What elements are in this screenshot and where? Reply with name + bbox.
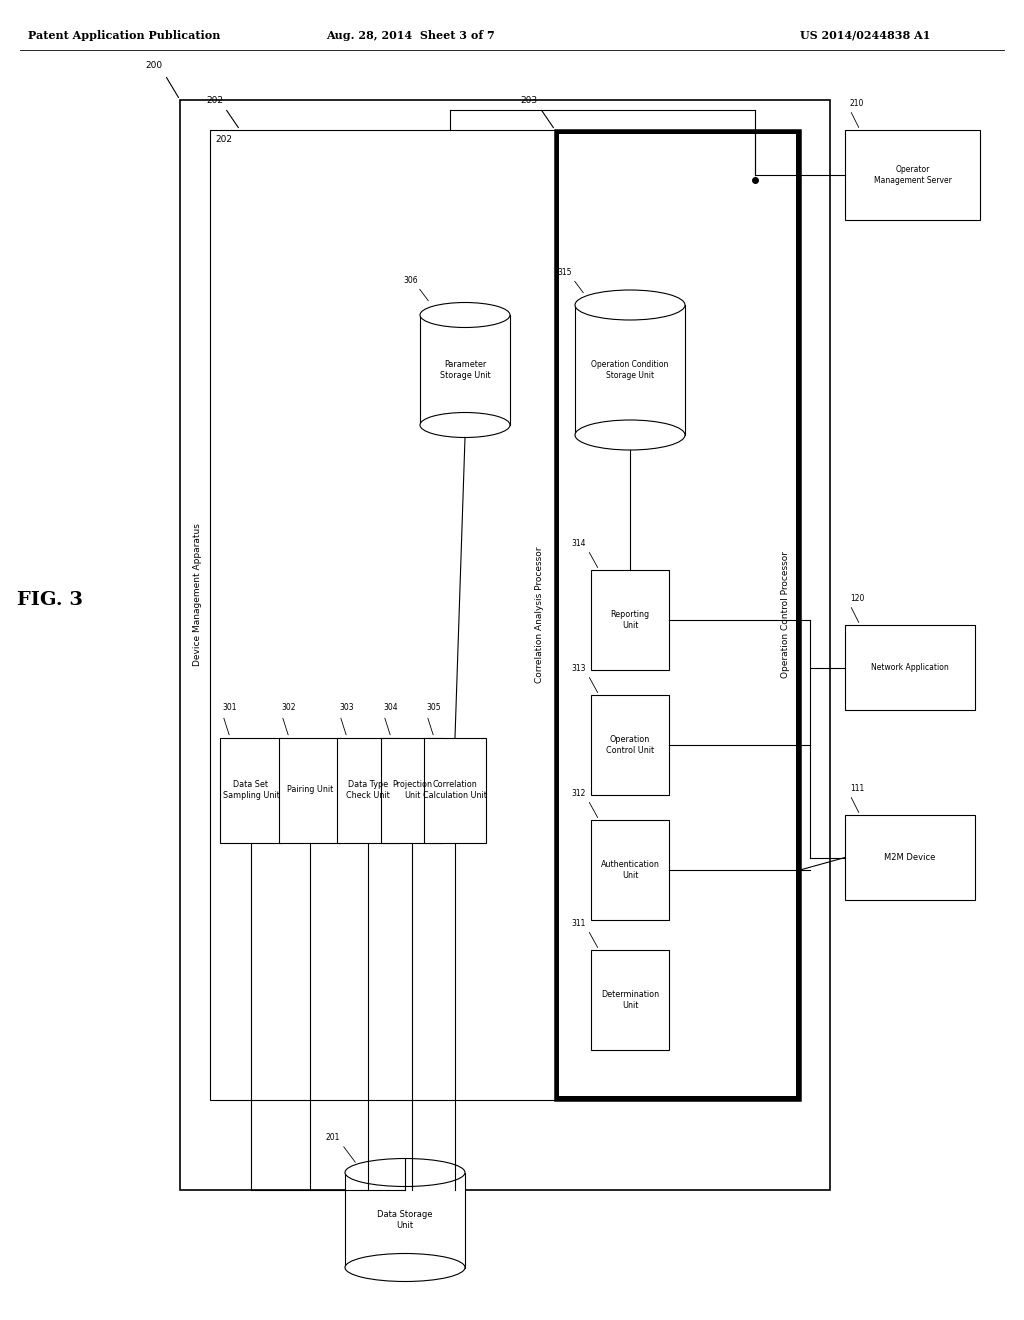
FancyBboxPatch shape <box>210 129 555 1100</box>
FancyBboxPatch shape <box>180 100 830 1191</box>
FancyBboxPatch shape <box>575 305 685 436</box>
FancyBboxPatch shape <box>845 624 975 710</box>
Text: 311: 311 <box>571 919 586 928</box>
FancyBboxPatch shape <box>279 738 341 842</box>
Text: Operation
Control Unit: Operation Control Unit <box>606 735 654 755</box>
Text: Parameter
Storage Unit: Parameter Storage Unit <box>439 360 490 380</box>
Text: 315: 315 <box>557 268 572 277</box>
Text: 210: 210 <box>850 99 864 108</box>
FancyBboxPatch shape <box>591 950 669 1049</box>
Text: 303: 303 <box>339 704 353 713</box>
FancyBboxPatch shape <box>591 820 669 920</box>
Text: Data Type
Check Unit: Data Type Check Unit <box>346 780 390 800</box>
Text: Aug. 28, 2014  Sheet 3 of 7: Aug. 28, 2014 Sheet 3 of 7 <box>326 30 495 41</box>
Text: Patent Application Publication: Patent Application Publication <box>28 30 220 41</box>
FancyBboxPatch shape <box>420 315 510 425</box>
Text: M2M Device: M2M Device <box>885 853 936 862</box>
Text: Operator
Management Server: Operator Management Server <box>873 165 951 185</box>
Text: Data Storage
Unit: Data Storage Unit <box>377 1210 433 1230</box>
FancyBboxPatch shape <box>591 696 669 795</box>
Ellipse shape <box>575 290 685 319</box>
Text: 314: 314 <box>571 539 586 548</box>
Text: 111: 111 <box>850 784 864 793</box>
Text: 200: 200 <box>144 61 162 70</box>
Text: Operation Condition
Storage Unit: Operation Condition Storage Unit <box>591 360 669 380</box>
FancyBboxPatch shape <box>337 738 399 842</box>
Text: 301: 301 <box>222 704 237 713</box>
Text: 304: 304 <box>383 704 397 713</box>
Text: 203: 203 <box>520 96 537 106</box>
Text: Device Management Apparatus: Device Management Apparatus <box>194 524 203 667</box>
Ellipse shape <box>420 413 510 437</box>
Text: 313: 313 <box>571 664 586 673</box>
Text: 312: 312 <box>571 789 586 799</box>
FancyBboxPatch shape <box>220 738 282 842</box>
Text: 202: 202 <box>206 96 223 106</box>
Text: Correlation Analysis Processor: Correlation Analysis Processor <box>536 546 545 684</box>
FancyBboxPatch shape <box>381 738 443 842</box>
FancyBboxPatch shape <box>424 738 486 842</box>
FancyBboxPatch shape <box>555 129 800 1100</box>
Text: 120: 120 <box>850 594 864 603</box>
Ellipse shape <box>345 1254 465 1282</box>
Text: Data Set
Sampling Unit: Data Set Sampling Unit <box>222 780 280 800</box>
Text: 306: 306 <box>403 276 418 285</box>
FancyBboxPatch shape <box>345 1172 465 1267</box>
Text: Determination
Unit: Determination Unit <box>601 990 659 1010</box>
Text: Authentication
Unit: Authentication Unit <box>600 861 659 879</box>
Text: Pairing Unit: Pairing Unit <box>287 785 333 795</box>
FancyBboxPatch shape <box>591 570 669 671</box>
Text: 201: 201 <box>326 1134 340 1143</box>
Text: Network Application: Network Application <box>871 663 949 672</box>
FancyBboxPatch shape <box>845 129 980 220</box>
Text: Reporting
Unit: Reporting Unit <box>610 610 649 630</box>
FancyBboxPatch shape <box>559 135 796 1096</box>
Text: 302: 302 <box>281 704 296 713</box>
Text: Projection
Unit: Projection Unit <box>392 780 432 800</box>
Text: FIG. 3: FIG. 3 <box>17 591 83 609</box>
Ellipse shape <box>420 302 510 327</box>
Text: 202: 202 <box>215 135 232 144</box>
Text: 305: 305 <box>426 704 440 713</box>
FancyBboxPatch shape <box>845 814 975 900</box>
Text: US 2014/0244838 A1: US 2014/0244838 A1 <box>800 30 930 41</box>
Ellipse shape <box>575 420 685 450</box>
Ellipse shape <box>345 1159 465 1187</box>
Text: Operation Control Processor: Operation Control Processor <box>780 552 790 678</box>
Text: Correlation
Calculation Unit: Correlation Calculation Unit <box>423 780 487 800</box>
